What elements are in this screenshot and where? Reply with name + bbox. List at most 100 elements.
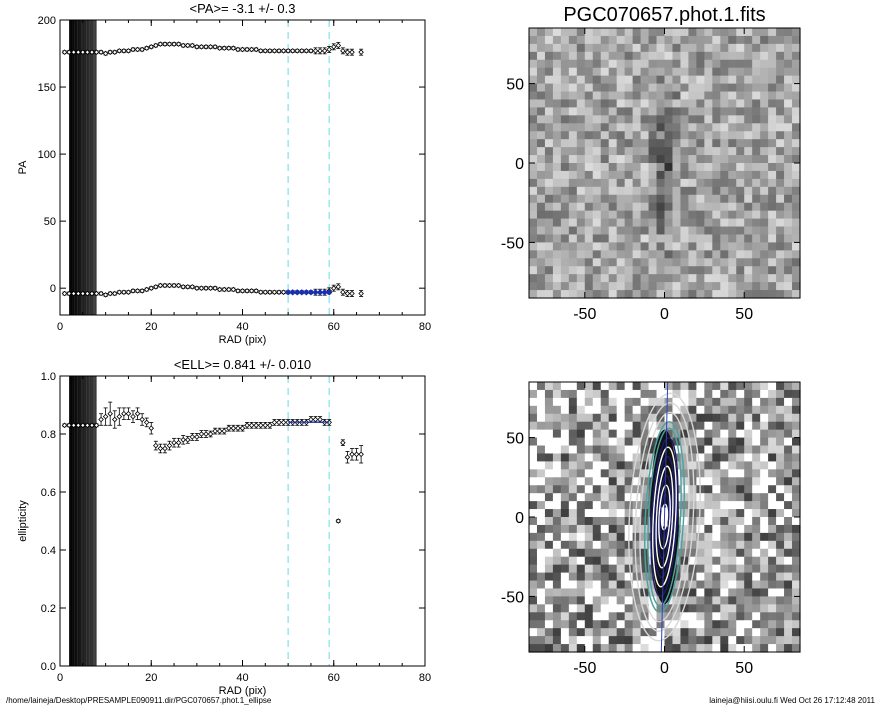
panel2-core-shade bbox=[86, 376, 89, 666]
pa-point-upper bbox=[175, 41, 182, 47]
ell-point bbox=[84, 422, 91, 429]
pa-point-upper bbox=[299, 48, 305, 54]
pa-point-lower bbox=[102, 292, 109, 298]
ell-point bbox=[70, 422, 77, 429]
pa-point-upper bbox=[102, 50, 109, 57]
ell-point bbox=[189, 434, 196, 440]
pa-point-lower bbox=[349, 290, 355, 297]
ell-point bbox=[267, 422, 273, 429]
ell-point bbox=[349, 451, 355, 458]
image2-contour-ellipse bbox=[659, 494, 670, 540]
ell-point bbox=[344, 454, 351, 460]
panel2-core-shade bbox=[75, 376, 78, 666]
panel2-core-shade bbox=[94, 376, 97, 666]
pa-point-upper bbox=[184, 42, 191, 49]
image2-contour-ellipse bbox=[653, 456, 676, 578]
pa-point-upper bbox=[267, 48, 273, 54]
panel2-core-shade bbox=[79, 376, 82, 666]
panel2-core-shade bbox=[72, 376, 75, 666]
image2-contour-ellipse bbox=[652, 446, 677, 588]
pa-point-upper bbox=[116, 48, 123, 54]
ell-point bbox=[107, 410, 113, 417]
pa-point-lower bbox=[358, 290, 364, 297]
pa-fit-point bbox=[325, 289, 333, 296]
pa-point-lower bbox=[180, 284, 186, 290]
ell-point bbox=[184, 437, 191, 443]
pa-point-lower bbox=[66, 290, 72, 297]
footer-file-path: /home/laineja/Desktop/PRESAMPLE090911.di… bbox=[6, 696, 272, 705]
pa-point-lower bbox=[184, 284, 191, 290]
pa-point-upper bbox=[143, 45, 150, 51]
ell-point bbox=[116, 413, 123, 420]
pa-point-lower bbox=[166, 282, 173, 289]
panel1-ytick-label: 100 bbox=[38, 149, 56, 161]
pa-point-lower bbox=[75, 290, 82, 297]
pa-point-upper bbox=[248, 46, 255, 53]
ell-point bbox=[271, 419, 278, 426]
image2-ytick-label: 0 bbox=[515, 510, 524, 527]
panel1-ylabel: PA bbox=[17, 160, 29, 175]
ell-point bbox=[125, 410, 132, 417]
panel1-ytick-label: 50 bbox=[44, 216, 56, 228]
image2-xtick-label: -50 bbox=[573, 660, 596, 677]
image1-title: PGC070657.phot.1.fits bbox=[563, 4, 765, 26]
panel2-xtick-label: 0 bbox=[57, 672, 63, 684]
panel2-core-shade bbox=[81, 376, 83, 666]
panel2-ytick-label: 0.8 bbox=[41, 429, 56, 441]
pa-point-lower bbox=[98, 290, 104, 297]
pa-point-lower bbox=[171, 282, 177, 289]
pa-point-upper bbox=[358, 49, 364, 55]
pa-point-lower bbox=[116, 289, 123, 295]
pa-point-lower bbox=[239, 288, 246, 294]
ell-point bbox=[180, 437, 186, 443]
panel1-xtick-label: 20 bbox=[145, 321, 157, 333]
image2-contour-ellipse bbox=[634, 402, 695, 632]
panel1-xtick-label: 40 bbox=[236, 321, 248, 333]
panel2-xtick-label: 60 bbox=[328, 672, 340, 684]
pa-point-upper bbox=[253, 46, 259, 53]
image2-contour-ellipse bbox=[657, 475, 672, 559]
pa-point-upper bbox=[317, 48, 323, 54]
pa-point-upper bbox=[308, 48, 314, 54]
pa-point-lower bbox=[130, 288, 136, 294]
pa-point-lower bbox=[111, 290, 118, 297]
pa-point-lower bbox=[143, 286, 150, 293]
pa-point-lower bbox=[267, 289, 273, 295]
panel2-core-shade bbox=[74, 376, 77, 666]
image2-ytick-label: 50 bbox=[506, 431, 524, 448]
panel2-core-shade bbox=[77, 376, 80, 666]
pa-point-lower bbox=[153, 284, 159, 290]
pa-point-upper bbox=[303, 48, 310, 54]
panel1-core-shade bbox=[79, 20, 82, 315]
pa-point-upper bbox=[326, 46, 332, 53]
image2-contour-ellipse bbox=[647, 427, 682, 607]
pa-point-lower bbox=[93, 290, 100, 297]
pa-point-lower bbox=[340, 289, 346, 295]
pa-point-upper bbox=[84, 49, 91, 55]
image1-xtick-label: 0 bbox=[660, 306, 669, 323]
pa-point-upper bbox=[330, 44, 337, 50]
panel2-xtick-label: 20 bbox=[145, 672, 157, 684]
panel1-ytick-label: 150 bbox=[38, 82, 56, 94]
pa-point-lower bbox=[212, 285, 218, 291]
pa-point-upper bbox=[198, 44, 205, 50]
pa-point-upper bbox=[230, 45, 237, 51]
panel1-core-shade bbox=[93, 20, 95, 315]
pa-point-lower bbox=[253, 288, 259, 294]
ell-point bbox=[358, 451, 364, 458]
image1-xtick-label: 50 bbox=[735, 306, 753, 323]
image1-xtick-label: -50 bbox=[573, 306, 596, 323]
ell-point bbox=[212, 428, 218, 434]
panel2-core-shade bbox=[87, 376, 90, 666]
pa-point-upper bbox=[134, 46, 141, 53]
panel1-xtick-label: 80 bbox=[419, 321, 431, 333]
panel2-core-shade bbox=[70, 376, 73, 666]
pa-point-upper bbox=[321, 48, 328, 54]
pa-point-lower bbox=[207, 285, 214, 291]
ell-point bbox=[102, 413, 109, 420]
pa-point-upper bbox=[121, 48, 127, 54]
panel1-xtick-label: 0 bbox=[57, 321, 63, 333]
pa-point-lower bbox=[107, 290, 113, 297]
pa-point-lower bbox=[335, 284, 342, 290]
